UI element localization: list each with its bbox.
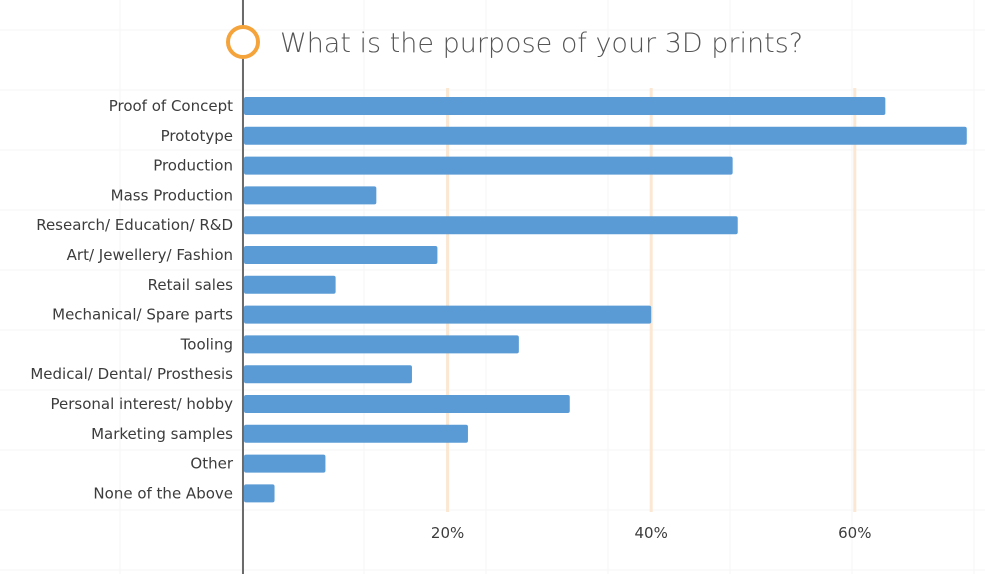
category-label: Tooling bbox=[180, 335, 233, 353]
bar bbox=[244, 305, 652, 324]
bar bbox=[244, 395, 570, 413]
category-label: Retail sales bbox=[148, 276, 234, 294]
bar bbox=[244, 97, 886, 115]
bar bbox=[244, 424, 468, 443]
category-label: Art/ Jewellery/ Fashion bbox=[67, 246, 233, 264]
vertical-gridlines bbox=[446, 88, 857, 512]
bar bbox=[244, 126, 967, 145]
category-label: Research/ Education/ R&D bbox=[36, 216, 233, 234]
category-label: None of the Above bbox=[93, 484, 233, 502]
category-label: Mass Production bbox=[111, 186, 233, 204]
category-label: Prototype bbox=[161, 127, 233, 145]
bar bbox=[244, 484, 275, 503]
chart-title: What is the purpose of your 3D prints? bbox=[280, 28, 803, 59]
category-label: Mechanical/ Spare parts bbox=[52, 306, 233, 324]
bar bbox=[244, 156, 733, 175]
x-tick-labels: 20% 40% 60% bbox=[431, 524, 872, 542]
bar bbox=[244, 216, 738, 235]
category-label: Production bbox=[153, 157, 233, 175]
bar bbox=[244, 186, 377, 205]
category-label: Personal interest/ hobby bbox=[50, 395, 233, 413]
x-tick-label: 20% bbox=[431, 524, 464, 542]
category-label: Medical/ Dental/ Prosthesis bbox=[30, 365, 233, 383]
bar bbox=[244, 246, 438, 264]
category-labels: Proof of Concept Prototype Production Mass … bbox=[30, 97, 234, 502]
x-tick-label: 60% bbox=[838, 524, 871, 542]
bar bbox=[244, 275, 336, 294]
title-circle-icon bbox=[226, 25, 260, 59]
category-label: Other bbox=[190, 455, 233, 473]
category-label: Proof of Concept bbox=[109, 97, 233, 115]
bars bbox=[244, 97, 967, 503]
x-tick-label: 40% bbox=[635, 524, 668, 542]
bar bbox=[244, 365, 412, 384]
category-label: Marketing samples bbox=[91, 425, 233, 443]
bar bbox=[244, 335, 519, 354]
bar bbox=[244, 454, 326, 473]
